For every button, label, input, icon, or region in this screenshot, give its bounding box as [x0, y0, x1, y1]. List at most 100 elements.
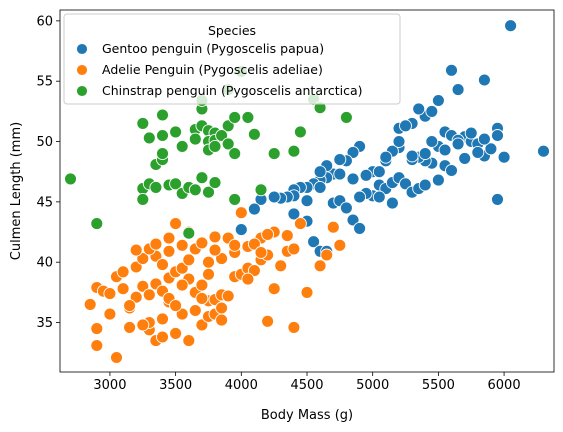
data-point	[346, 145, 360, 159]
data-point	[247, 127, 261, 141]
data-point	[425, 135, 439, 148]
x-tick-label: 3500	[159, 378, 192, 393]
data-point	[202, 255, 215, 269]
y-tick-label: 50	[36, 135, 53, 150]
data-point	[228, 110, 242, 124]
data-point	[136, 192, 150, 206]
x-axis-label: Body Mass (g)	[261, 408, 353, 423]
data-point	[123, 299, 137, 313]
data-point	[188, 132, 202, 146]
data-point	[208, 230, 222, 244]
data-point	[241, 272, 255, 286]
data-point	[412, 102, 426, 116]
data-point	[215, 313, 229, 327]
data-point	[175, 307, 189, 321]
data-point	[90, 322, 104, 336]
data-point	[142, 131, 156, 145]
data-point	[372, 165, 386, 179]
data-point	[385, 196, 399, 210]
data-point	[425, 104, 439, 118]
y-tick-label: 55	[36, 75, 53, 90]
data-point	[333, 153, 347, 167]
data-point	[188, 304, 202, 317]
data-point	[129, 290, 143, 304]
data-point	[123, 320, 137, 334]
data-point	[280, 229, 294, 243]
data-point	[379, 150, 393, 164]
data-point	[83, 297, 97, 311]
data-point	[169, 326, 183, 340]
data-point	[491, 192, 504, 206]
data-point	[156, 258, 169, 272]
legend-label: Adelie Penguin (Pygoscelis adeliae)	[102, 62, 323, 77]
data-point	[188, 183, 202, 197]
data-point	[372, 190, 386, 204]
data-point	[215, 252, 229, 266]
data-point	[175, 261, 189, 275]
x-tick-label: 5000	[356, 378, 389, 393]
data-point	[129, 260, 143, 274]
data-point	[418, 147, 432, 161]
data-point	[182, 253, 196, 267]
legend-label: Chinstrap penguin (Pygoscelis antarctica…	[102, 83, 363, 98]
data-point	[202, 267, 215, 281]
data-point	[175, 238, 189, 252]
data-point	[221, 289, 235, 303]
data-point	[353, 221, 367, 235]
data-point	[313, 165, 327, 179]
data-point	[215, 301, 229, 315]
data-point	[339, 110, 353, 124]
data-point	[464, 126, 478, 140]
x-tick-label: 3000	[93, 378, 126, 393]
data-point	[451, 83, 465, 97]
data-point	[116, 282, 130, 296]
data-point	[431, 94, 445, 107]
x-tick-label: 5500	[422, 378, 455, 393]
data-point	[307, 235, 321, 249]
data-point	[353, 190, 367, 204]
data-point	[169, 125, 183, 139]
data-point	[418, 178, 432, 192]
data-point	[293, 217, 307, 231]
data-point	[234, 223, 248, 237]
data-point	[156, 330, 169, 344]
data-point	[64, 172, 77, 186]
data-point	[156, 312, 169, 326]
data-point	[136, 318, 150, 332]
data-point	[162, 244, 176, 258]
data-point	[90, 339, 104, 352]
data-point	[215, 129, 229, 142]
data-point	[103, 287, 117, 301]
legend-entries: Gentoo penguin (Pygoscelis papua) Adelie …	[76, 41, 363, 98]
data-point	[287, 207, 301, 221]
data-point	[261, 227, 275, 241]
data-point	[346, 172, 360, 186]
data-point	[300, 194, 314, 208]
data-point	[431, 173, 445, 187]
data-point	[405, 149, 419, 163]
data-point	[339, 201, 353, 215]
data-point	[471, 145, 485, 159]
data-point	[267, 147, 281, 161]
data-point	[136, 279, 150, 293]
data-point	[195, 291, 209, 305]
data-point	[169, 217, 183, 231]
data-point	[195, 171, 209, 185]
y-tick-label: 40	[36, 256, 53, 271]
data-point	[491, 129, 504, 142]
data-point	[267, 282, 281, 296]
data-point	[504, 19, 518, 33]
data-point	[182, 334, 196, 348]
data-point	[458, 151, 472, 165]
data-point	[208, 243, 222, 257]
data-point	[477, 73, 491, 87]
x-tick-label: 6000	[488, 378, 521, 393]
data-point	[149, 237, 163, 251]
data-point	[477, 132, 491, 146]
data-point	[326, 220, 340, 234]
legend-box	[63, 13, 401, 105]
y-tick-label: 35	[36, 316, 53, 331]
legend-marker	[76, 43, 88, 55]
data-point	[208, 176, 222, 190]
